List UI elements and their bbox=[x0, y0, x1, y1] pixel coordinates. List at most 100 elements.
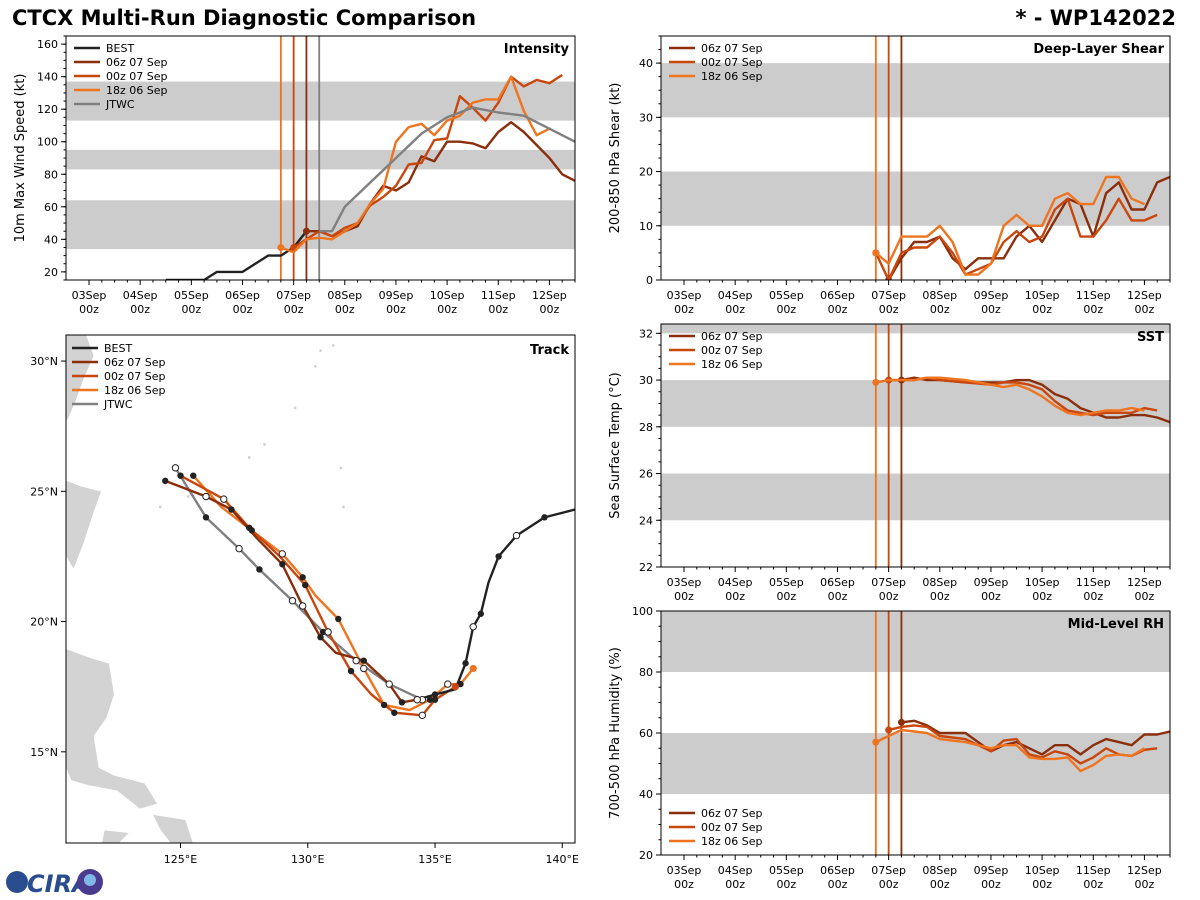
track-line-run-00z bbox=[179, 474, 457, 717]
shear-ytick-label: 20 bbox=[639, 166, 653, 179]
track-marker-12z bbox=[220, 495, 228, 503]
shear-xtick-label: 07Sep bbox=[871, 289, 906, 302]
shear-ytick-label: 30 bbox=[639, 111, 653, 124]
intensity-xtick-label: 00z bbox=[233, 303, 253, 316]
land-mass bbox=[101, 829, 131, 843]
intensity-legend-label: 06z 07 Sep bbox=[106, 56, 168, 69]
track-marker-12z bbox=[413, 696, 421, 704]
rh-init-point-run-06z bbox=[897, 718, 905, 726]
track-marker-00z bbox=[380, 701, 388, 709]
shear-legend-label: 18z 06 Sep bbox=[701, 70, 763, 83]
track-xtick-label: 130°E bbox=[291, 853, 324, 866]
track-marker-12z bbox=[360, 664, 368, 673]
track-marker-00z bbox=[391, 709, 398, 716]
intensity-ytick-label: 160 bbox=[37, 38, 58, 51]
shear-xtick-label: 12Sep bbox=[1127, 289, 1162, 302]
track-marker-12z bbox=[444, 680, 452, 688]
intensity-xtick-label: 00z bbox=[335, 303, 355, 316]
track-marker-00z bbox=[495, 553, 502, 560]
rh-xtick-label: 03Sep bbox=[667, 864, 702, 877]
intensity-xtick-label: 00z bbox=[284, 303, 304, 316]
rh-ytick-label: 100 bbox=[632, 605, 653, 618]
rh-ytick-label: 40 bbox=[639, 788, 653, 801]
island bbox=[331, 344, 335, 347]
track-marker-00z bbox=[541, 514, 548, 521]
figure-title: CTCX Multi-Run Diagnostic Comparison bbox=[12, 6, 477, 30]
intensity-series-run-00z bbox=[292, 73, 563, 249]
rh-ytick-label: 20 bbox=[639, 849, 653, 862]
shear-xtick-label: 00z bbox=[981, 303, 1001, 316]
sst-xtick-label: 00z bbox=[1083, 590, 1103, 603]
rh-xtick-label: 00z bbox=[1083, 878, 1103, 891]
rh-xtick-label: 00z bbox=[776, 878, 796, 891]
shear-plot-area bbox=[661, 36, 1170, 280]
track-marker-12z bbox=[298, 602, 307, 610]
track-xtick-label: 140°E bbox=[546, 853, 579, 866]
track-marker-12z bbox=[171, 464, 180, 472]
intensity-legend-label: JTWC bbox=[105, 98, 135, 111]
rh-series-run-00z bbox=[888, 724, 1158, 765]
track-marker-00z bbox=[162, 477, 169, 485]
land-mass bbox=[151, 813, 194, 843]
intensity-plot-area bbox=[66, 36, 575, 280]
track-marker-00z bbox=[202, 514, 210, 521]
intensity-ytick-label: 120 bbox=[37, 103, 58, 116]
track-marker-12z bbox=[469, 623, 477, 631]
sst-frame bbox=[660, 323, 1171, 568]
rh-ylabel: 700-500 hPa Humidity (%) bbox=[608, 647, 623, 819]
logo-swirl-center-icon bbox=[84, 874, 96, 886]
track-start-marker bbox=[469, 664, 477, 673]
track-ytick-label: 15°N bbox=[30, 746, 58, 759]
rh-xtick-label: 06Sep bbox=[820, 864, 855, 877]
intensity-xtick-label: 03Sep bbox=[72, 289, 107, 302]
island bbox=[314, 364, 317, 368]
shear-xtick-label: 00z bbox=[776, 303, 796, 316]
intensity-legend-label: BEST bbox=[106, 42, 134, 55]
sst-xtick-label: 00z bbox=[981, 590, 1001, 603]
shear-xtick-label: 06Sep bbox=[820, 289, 855, 302]
sst-xtick-label: 07Sep bbox=[871, 576, 906, 589]
sst-plot-area bbox=[661, 324, 1170, 567]
sst-xtick-label: 00z bbox=[930, 590, 950, 603]
shear-xtick-label: 09Sep bbox=[974, 289, 1009, 302]
land-mass bbox=[66, 648, 159, 810]
intensity-series-best bbox=[165, 230, 308, 280]
track-marker-00z bbox=[246, 524, 253, 531]
track-marker-00z bbox=[457, 680, 464, 688]
sst-init-point-run-18z bbox=[872, 378, 880, 386]
land-mass bbox=[66, 479, 103, 571]
cira-logo: CIRA bbox=[6, 869, 103, 898]
shear-panel: 01020304003Sep00z04Sep00z05Sep00z06Sep00… bbox=[608, 35, 1171, 316]
rh-xtick-label: 00z bbox=[981, 878, 1001, 891]
shear-legend-label: 06z 07 Sep bbox=[701, 42, 763, 55]
shear-ytick-label: 40 bbox=[639, 57, 653, 70]
sst-title: SST bbox=[1137, 330, 1164, 345]
intensity-init-point-run-18z bbox=[277, 243, 285, 251]
intensity-init-point-run-06z bbox=[302, 227, 310, 235]
shear-xtick-label: 00z bbox=[674, 303, 694, 316]
sst-ytick-label: 24 bbox=[639, 514, 653, 527]
intensity-series-run-06z bbox=[306, 120, 575, 238]
track-marker-00z bbox=[177, 472, 184, 479]
track-marker-00z bbox=[431, 691, 439, 698]
intensity-title: Intensity bbox=[504, 42, 570, 57]
rh-panel: 2040608010003Sep00z04Sep00z05Sep00z06Sep… bbox=[608, 605, 1171, 891]
track-marker-00z bbox=[228, 506, 235, 513]
shear-xtick-label: 08Sep bbox=[922, 289, 957, 302]
track-line-jtwc bbox=[174, 467, 423, 701]
intensity-ylabel: 10m Max Wind Speed (kt) bbox=[13, 74, 28, 243]
rh-xtick-label: 05Sep bbox=[769, 864, 804, 877]
rh-xtick-label: 07Sep bbox=[871, 864, 906, 877]
sst-legend-label: 18z 06 Sep bbox=[701, 358, 763, 371]
track-marker-12z bbox=[512, 531, 521, 540]
intensity-xtick-label: 08Sep bbox=[327, 289, 362, 302]
track-panel: 125°E 130°E 135°E 140°E 15°N 20°N 25°N 30°N Trac… bbox=[30, 334, 579, 866]
shear-series-run-18z bbox=[875, 175, 1145, 276]
rh-init-point-run-00z bbox=[885, 726, 893, 734]
rh-xtick-label: 04Sep bbox=[718, 864, 753, 877]
rh-xtick-label: 12Sep bbox=[1127, 864, 1162, 877]
intensity-ytick-label: 40 bbox=[44, 233, 58, 246]
rh-plot-area bbox=[661, 611, 1170, 855]
sst-ytick-label: 30 bbox=[639, 374, 653, 387]
rh-legend-label: 18z 06 Sep bbox=[701, 835, 763, 848]
